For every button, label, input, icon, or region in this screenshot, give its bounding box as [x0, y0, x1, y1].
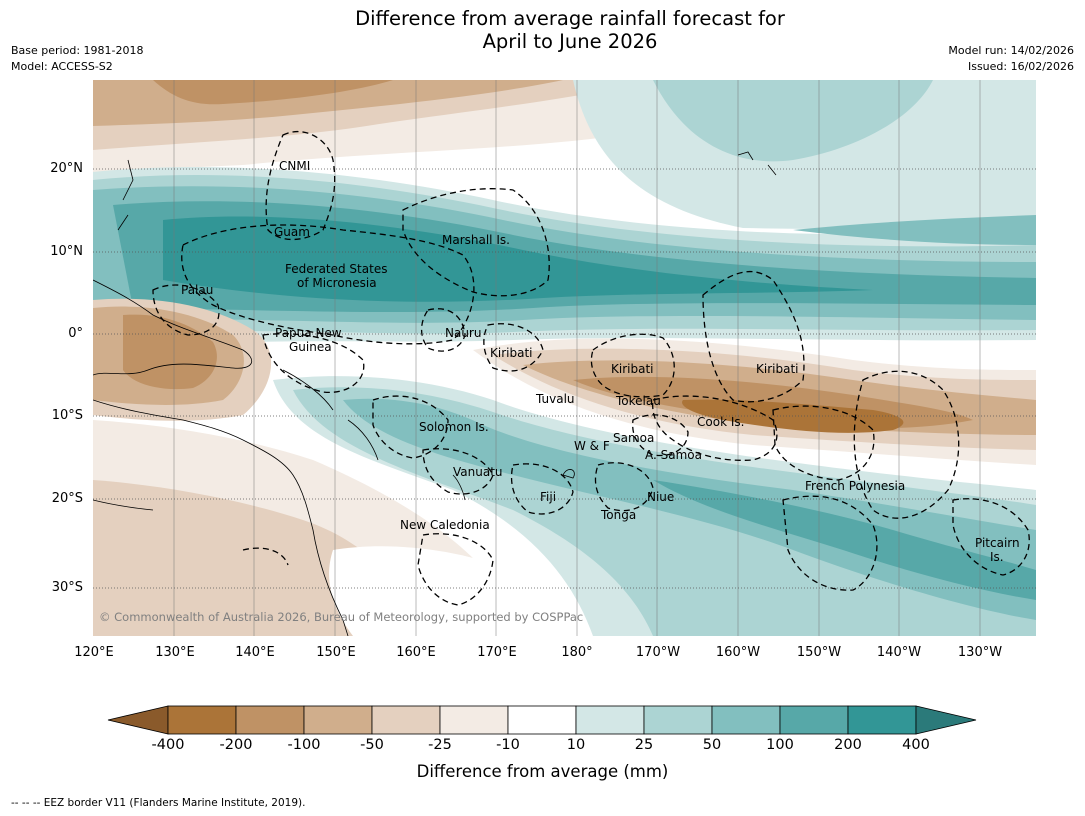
- colorbar-tick-label: -200: [219, 737, 253, 753]
- label-fsm-2: of Micronesia: [297, 276, 377, 290]
- colorbar: [107, 705, 977, 735]
- latitude-gridlines: [93, 168, 1036, 589]
- colorbar-extend-low: [107, 705, 169, 735]
- wet-sw-white: [329, 546, 567, 636]
- label-cnmi: CNMI: [279, 159, 310, 173]
- lon-label-170e: 170°E: [477, 645, 517, 660]
- lon-label-140w: 140°W: [876, 645, 922, 660]
- issued-date: Issued: 16/02/2026: [967, 60, 1074, 73]
- label-new-caledonia: New Caledonia: [400, 518, 490, 532]
- label-guam: Guam: [274, 225, 310, 239]
- lat-label-10n: 10°N: [50, 244, 83, 259]
- label-png-1: Papua New: [275, 326, 342, 340]
- colorbar-extend-high: [915, 705, 977, 735]
- title-line-1: Difference from average rainfall forecas…: [355, 7, 785, 30]
- colorbar-segment: [711, 705, 781, 735]
- colorbar-tick-label: 25: [634, 737, 654, 753]
- wet-band-200: [163, 216, 873, 302]
- label-niue: Niue: [647, 490, 674, 504]
- title-line-2: April to June 2026: [482, 30, 658, 53]
- label-pitcairn-2: Is.: [990, 550, 1004, 564]
- wet-spcz-50: [343, 398, 1036, 620]
- base-period: Base period: 1981-2018: [11, 44, 144, 57]
- label-wf: W & F: [574, 439, 610, 453]
- colorbar-tick-label: -10: [496, 737, 520, 753]
- longitude-gridlines: [173, 80, 981, 636]
- lat-label-10s: 10°S: [51, 408, 83, 423]
- label-kiribati-east: Kiribati: [756, 362, 798, 376]
- lon-label-150w: 150°W: [796, 645, 842, 660]
- meta-right: Model run: 14/02/2026 Issued: 16/02/2026: [948, 43, 1074, 75]
- lon-label-150e: 150°E: [316, 645, 356, 660]
- label-png-2: Guinea: [289, 340, 332, 354]
- lat-label-20n: 20°N: [50, 161, 83, 176]
- colorbar-tick-label: -25: [428, 737, 452, 753]
- colorbar-label: Difference from average (mm): [416, 762, 669, 781]
- lat-label-30s: 30°S: [51, 580, 83, 595]
- label-pitcairn-1: Pitcairn: [975, 536, 1020, 550]
- colorbar-segment: [575, 705, 645, 735]
- wet-ne-50: [653, 80, 933, 162]
- colorbar-segment: [235, 705, 305, 735]
- label-tonga: Tonga: [600, 508, 636, 522]
- colorbar-tick-label: -100: [287, 737, 321, 753]
- lon-label-160e: 160°E: [396, 645, 436, 660]
- label-kiribati-west: Kiribati: [490, 346, 532, 360]
- label-fsm-1: Federated States: [285, 262, 387, 276]
- footnote: -- -- -- EEZ border V11 (Flanders Marine…: [11, 797, 306, 809]
- colorbar-tick-label: 400: [902, 737, 930, 753]
- lon-label-140e: 140°E: [235, 645, 275, 660]
- lon-label-130e: 130°E: [155, 645, 195, 660]
- label-kiribati-central: Kiribati: [611, 362, 653, 376]
- model-run: Model run: 14/02/2026: [948, 44, 1074, 57]
- lat-label-20s: 20°S: [51, 491, 83, 506]
- colorbar-tick-label: -50: [360, 737, 384, 753]
- colorbar-segment: [167, 705, 237, 735]
- colorbar-segment: [439, 705, 509, 735]
- lon-label-180: 180°: [561, 645, 593, 660]
- colorbar-segment: [847, 705, 917, 735]
- lon-label-170w: 170°W: [635, 645, 681, 660]
- label-american-samoa: A. Samoa: [645, 448, 702, 462]
- label-tuvalu: Tuvalu: [535, 392, 575, 406]
- label-marshall: Marshall Is.: [442, 233, 510, 247]
- rainfall-map: CNMI Guam Marshall Is. Federated States …: [93, 80, 1036, 636]
- colorbar-segment: [303, 705, 373, 735]
- lon-label-120e: 120°E: [74, 645, 114, 660]
- wet-spcz-100: [653, 480, 1036, 600]
- chart-title: Difference from average rainfall forecas…: [0, 7, 1085, 53]
- label-palau: Palau: [181, 283, 213, 297]
- dry-north-200: [153, 80, 393, 105]
- lon-label-130w: 130°W: [957, 645, 1003, 660]
- colorbar-tick-label: 10: [566, 737, 586, 753]
- label-samoa: Samoa: [613, 431, 654, 445]
- label-french-polynesia: French Polynesia: [805, 479, 905, 493]
- label-nauru: Nauru: [445, 326, 481, 340]
- label-cook: Cook Is.: [697, 415, 744, 429]
- colorbar-segment: [371, 705, 441, 735]
- label-vanuatu: Vanuatu: [453, 465, 503, 479]
- eez-borders: [152, 130, 1030, 606]
- model-name: Model: ACCESS-S2: [11, 60, 113, 73]
- wet-ne2-100: [793, 215, 1036, 245]
- colorbar-segment: [643, 705, 713, 735]
- copyright: © Commonwealth of Australia 2026, Bureau…: [99, 610, 583, 624]
- lat-label-0: 0°: [68, 326, 83, 341]
- label-solomon: Solomon Is.: [419, 420, 489, 434]
- colorbar-tick-label: -400: [151, 737, 185, 753]
- colorbar-tick-label: 100: [766, 737, 794, 753]
- lon-label-160w: 160°W: [715, 645, 761, 660]
- label-fiji: Fiji: [540, 490, 556, 504]
- colorbar-segment: [779, 705, 849, 735]
- label-tokelau: Tokelau: [615, 394, 661, 408]
- meta-left: Base period: 1981-2018 Model: ACCESS-S2: [11, 43, 143, 75]
- colorbar-segment: [507, 705, 577, 735]
- colorbar-tick-label: 50: [702, 737, 722, 753]
- colorbar-tick-label: 200: [834, 737, 862, 753]
- coastlines: [93, 151, 777, 636]
